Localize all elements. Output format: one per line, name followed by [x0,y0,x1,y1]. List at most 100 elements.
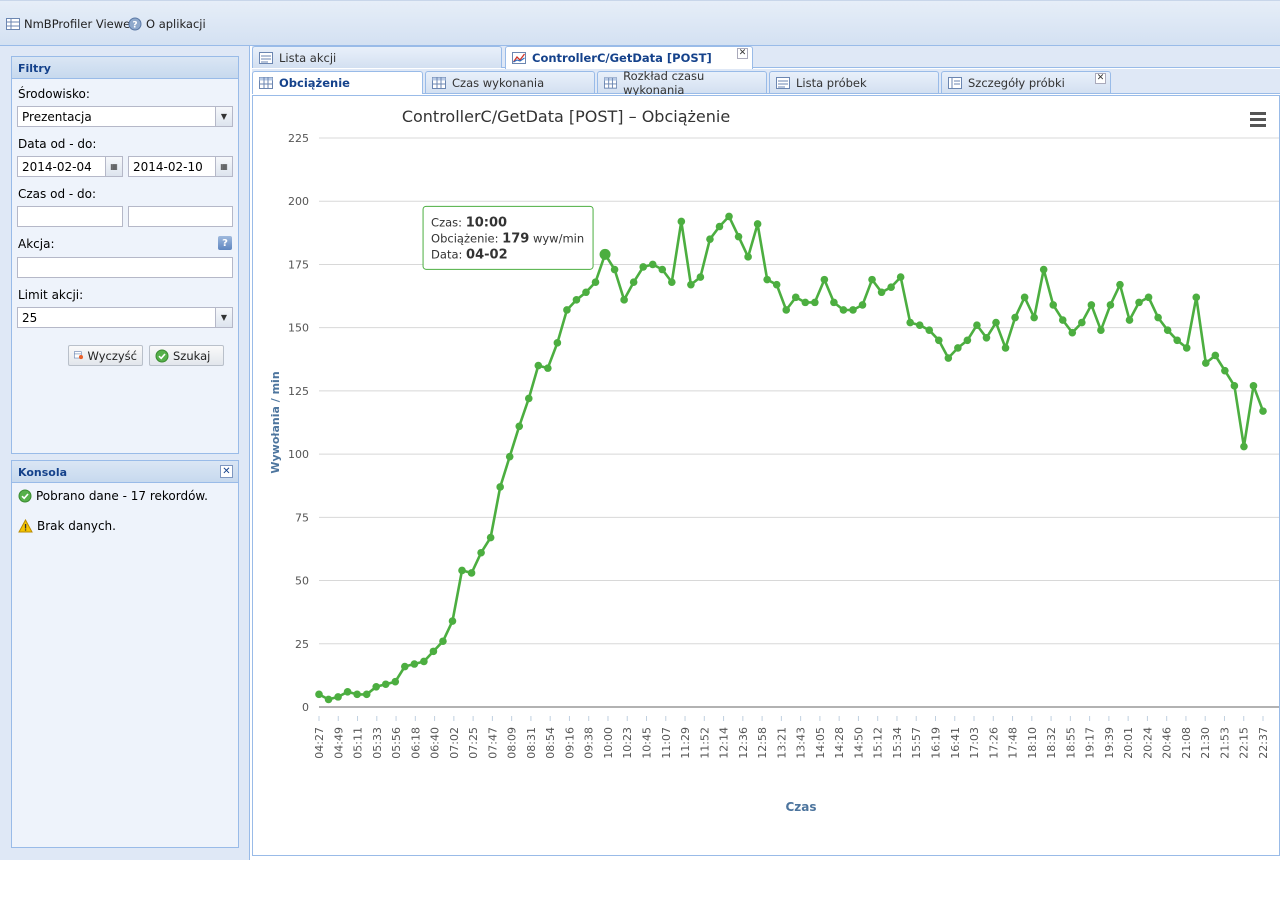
data-point[interactable] [1192,294,1200,302]
data-point[interactable] [620,296,628,304]
data-point[interactable] [1068,329,1076,337]
tab-exec-distribution[interactable]: Rozkład czasu wykonania [597,71,767,93]
data-point[interactable] [506,453,514,461]
data-point[interactable] [878,288,886,296]
data-point[interactable] [1135,299,1143,307]
data-point[interactable] [1250,382,1258,390]
data-point[interactable] [687,281,695,289]
calendar-icon[interactable]: ▦ [105,157,122,176]
menu-icon[interactable] [1250,112,1266,127]
data-point[interactable] [1030,314,1038,322]
data-point[interactable] [1173,337,1181,345]
clear-button[interactable]: Wyczyść [68,345,143,366]
tab-load[interactable]: Obciążenie [252,71,423,94]
calendar-icon[interactable]: ▦ [215,157,232,176]
time-to-field[interactable] [128,206,233,227]
about-button[interactable]: ? O aplikacji [128,17,206,31]
data-point[interactable] [658,266,666,274]
data-point[interactable] [697,273,705,281]
data-point[interactable] [1183,344,1191,352]
data-point[interactable] [916,321,924,329]
data-point[interactable] [1011,314,1019,322]
data-point[interactable] [344,688,352,696]
time-from-field[interactable] [17,206,123,227]
date-to-field[interactable]: 2014-02-10 ▦ [128,156,233,177]
data-point[interactable] [563,306,571,314]
data-point[interactable] [1202,359,1210,367]
limit-select[interactable]: 25 ▼ [17,307,233,328]
data-point[interactable] [973,321,981,329]
data-point[interactable] [639,263,647,271]
data-point[interactable] [1259,407,1267,415]
data-point[interactable] [401,663,409,671]
tab-sample-details[interactable]: Szczegóły próbki ✕ [941,71,1111,93]
data-point[interactable] [1116,281,1124,289]
data-point[interactable] [1078,319,1086,327]
data-point[interactable] [477,549,485,557]
data-point[interactable] [744,253,752,261]
data-point[interactable] [325,696,333,704]
data-point[interactable] [906,319,914,327]
data-point[interactable] [868,276,876,284]
data-point[interactable] [525,395,533,403]
data-point[interactable] [458,567,466,575]
data-point[interactable] [468,569,476,577]
data-point[interactable] [849,306,857,314]
data-point[interactable] [1221,367,1229,375]
data-point[interactable] [573,296,581,304]
data-point[interactable] [535,362,543,370]
data-point[interactable] [420,658,428,666]
data-point[interactable] [992,319,1000,327]
data-point[interactable] [1088,301,1096,309]
data-point[interactable] [830,299,838,307]
data-point[interactable] [840,306,848,314]
data-point[interactable] [1240,443,1248,451]
data-point[interactable] [763,276,771,284]
data-point[interactable] [706,235,714,243]
env-select[interactable]: Prezentacja ▼ [17,106,233,127]
data-point[interactable] [1040,266,1048,274]
data-point[interactable] [821,276,829,284]
tab-controller-getdata[interactable]: ControllerC/GetData [POST] ✕ [505,46,753,69]
data-point[interactable] [496,483,504,491]
search-button[interactable]: Szukaj [149,345,224,366]
data-point[interactable] [439,637,447,645]
data-point[interactable] [1164,326,1172,334]
data-point[interactable] [592,278,600,286]
data-point[interactable] [754,220,762,228]
data-point[interactable] [487,534,495,542]
data-point[interactable] [1231,382,1239,390]
data-point[interactable] [582,288,590,296]
data-point[interactable] [411,660,419,668]
data-point[interactable] [544,364,552,372]
data-point[interactable] [515,422,523,430]
date-from-field[interactable]: 2014-02-04 ▦ [17,156,123,177]
data-point[interactable] [1212,352,1220,360]
data-point[interactable] [1145,294,1153,302]
tab-samples-list[interactable]: Lista próbek [769,71,939,93]
close-icon[interactable]: ✕ [220,465,233,478]
data-point[interactable] [964,337,972,345]
data-point[interactable] [725,213,733,221]
data-point[interactable] [1002,344,1010,352]
data-point[interactable] [1059,316,1067,324]
data-point[interactable] [935,337,943,345]
tab-exec-time[interactable]: Czas wykonania [425,71,595,93]
data-point[interactable] [611,266,619,274]
help-icon[interactable]: ? [218,236,232,250]
data-point[interactable] [554,339,562,347]
data-point[interactable] [353,691,361,699]
data-point[interactable] [668,278,676,286]
data-point[interactable] [430,648,438,656]
data-point[interactable] [735,233,743,241]
data-point[interactable] [792,294,800,302]
data-point[interactable] [363,691,371,699]
chevron-down-icon[interactable]: ▼ [215,107,232,126]
data-point[interactable] [1049,301,1057,309]
data-point[interactable] [600,249,611,260]
data-point[interactable] [315,691,323,699]
data-point[interactable] [678,218,686,226]
data-point[interactable] [391,678,399,686]
app-title-item[interactable]: NmBProfiler Viewer [6,17,135,31]
data-point[interactable] [716,223,724,231]
